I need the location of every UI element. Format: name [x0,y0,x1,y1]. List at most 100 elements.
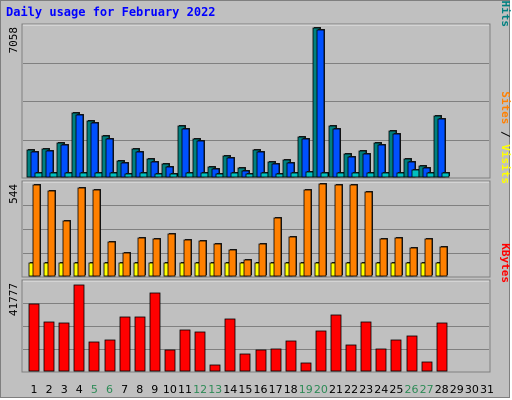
daily-kbytes-panel: 41777 KBytes [7,243,512,373]
bar-kbytes-day-26 [406,335,418,372]
bar-pages-day-20 [320,172,329,178]
legend-entry: Visits [499,144,512,184]
bar-pages-day-16 [260,172,269,178]
bar-sites-day-3 [62,220,71,277]
legend-entry: Hits [499,1,512,28]
day-label: 31 [480,383,494,396]
bar-sites-day-11 [183,239,192,277]
bar-sites-day-27 [424,238,433,277]
bar-kbytes-day-23 [360,321,372,372]
bar-pages-day-15 [245,173,254,178]
bar-sites-day-20 [318,183,327,277]
day-label: 22 [344,383,358,396]
y-max-label: 41777 [7,283,20,316]
legend-entry: KBytes [499,243,512,283]
bar-kbytes-day-28 [436,322,448,372]
day-label: 14 [223,383,237,396]
bar-files-day-3 [60,144,69,178]
bar-kbytes-day-19 [300,362,312,372]
bar-files-day-7 [120,162,129,178]
day-label: 6 [106,383,113,396]
bar-pages-day-19 [305,171,314,178]
bar-pages-day-21 [336,172,345,178]
bar-pages-day-27 [426,172,435,178]
day-label: 7 [121,383,128,396]
day-label: 17 [269,383,283,396]
bar-sites-day-7 [122,252,131,277]
day-label: 2 [46,383,53,396]
bar-sites-day-6 [107,241,116,277]
bar-files-day-22 [347,156,356,178]
day-label: 23 [359,383,373,396]
bar-files-day-2 [45,150,54,178]
bar-files-day-10 [165,166,174,178]
bar-kbytes-day-5 [88,341,100,372]
bar-pages-day-3 [64,172,73,178]
day-label: 20 [314,383,328,396]
legend: Pages / Files / Hits [499,0,512,27]
bar-pages-day-1 [34,172,43,178]
legend: Sites / Visits [499,91,512,184]
bar-kbytes-day-22 [345,344,357,372]
bar-pages-day-10 [169,173,178,178]
legend: KBytes [499,243,512,283]
bar-sites-day-15 [243,259,252,277]
bar-files-day-14 [226,157,235,178]
day-label: 11 [178,383,192,396]
chart-title: Daily usage for February 2022 [6,5,216,19]
bar-pages-day-4 [79,172,88,178]
day-axis: 1 2 3 4 5 6 7 8 9 10 11 12 13 14 15 16 17 18 19 20 21 22 23 24 2… [31,383,495,396]
bar-pages-day-7 [124,173,133,178]
day-label: 1 [31,383,38,396]
bar-kbytes-day-6 [104,339,116,372]
bar-pages-day-23 [366,172,375,178]
bar-sites-day-8 [137,237,146,277]
bar-files-day-21 [332,128,341,178]
bar-kbytes-day-18 [285,340,297,372]
bar-pages-day-9 [154,173,163,178]
bar-files-day-18 [286,162,295,178]
bar-pages-day-14 [230,172,239,178]
bar-sites-day-10 [167,233,176,277]
bar-sites-day-2 [47,190,56,277]
bar-pages-day-18 [290,172,299,178]
day-label: 5 [91,383,98,396]
day-label: 15 [238,383,252,396]
bar-files-day-17 [271,163,280,178]
bar-sites-day-26 [409,247,418,277]
day-label: 28 [435,383,449,396]
bar-pages-day-28 [441,172,450,178]
bar-pages-day-8 [139,172,148,178]
bar-pages-day-17 [275,173,284,178]
day-label: 21 [329,383,343,396]
bar-sites-day-19 [303,189,312,277]
bar-files-day-24 [377,144,386,178]
bar-kbytes-day-2 [43,321,55,372]
bar-files-day-12 [196,140,205,178]
bar-kbytes-day-13 [209,364,221,372]
bar-pages-day-13 [215,173,224,178]
daily-hits-files-pages-panel: 7058 Pages / Files / Hits [7,0,512,179]
bar-sites-day-25 [394,237,403,277]
bar-files-day-20 [316,29,325,178]
bar-sites-day-12 [198,240,207,277]
bar-kbytes-day-17 [270,348,282,372]
day-label: 16 [254,383,268,396]
day-label: 29 [450,383,464,396]
bar-kbytes-day-20 [315,330,327,372]
bar-sites-day-13 [213,243,222,277]
bar-pages-day-12 [200,172,209,178]
legend-entry: / [499,0,512,1]
bar-pages-day-24 [381,172,390,178]
daily-sites-visits-panel: 544 Sites / Visits [7,91,512,278]
bar-files-day-16 [256,151,265,178]
legend-entry: Sites [499,91,512,124]
bar-sites-day-14 [228,249,237,277]
bar-kbytes-day-10 [164,349,176,372]
bar-kbytes-day-27 [421,361,433,372]
bar-kbytes-day-16 [255,349,267,372]
bar-sites-day-28 [439,246,448,277]
bar-sites-day-1 [32,184,41,277]
bar-pages-day-26 [411,169,420,178]
bar-sites-day-9 [152,238,161,277]
